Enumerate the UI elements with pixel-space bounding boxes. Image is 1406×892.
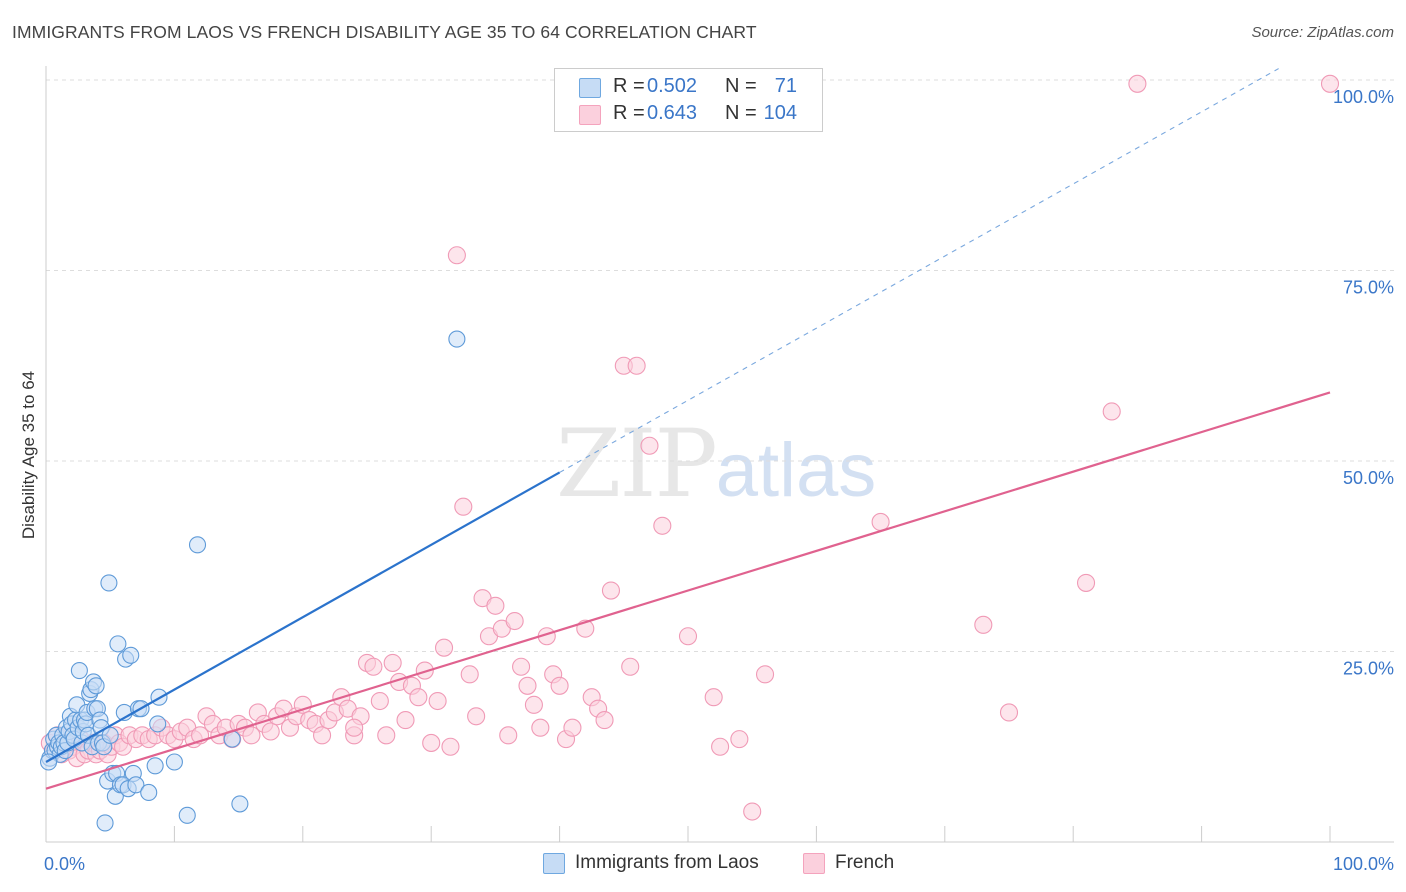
data-point-laos <box>87 677 105 695</box>
correlation-legend: R = 0.502 N = 71 R = 0.643 N = 104 <box>554 68 823 132</box>
data-point-french <box>550 676 569 695</box>
data-point-french <box>704 688 723 707</box>
data-point-french <box>1076 573 1096 592</box>
data-point-french <box>434 638 454 657</box>
data-point-french <box>313 726 332 745</box>
data-point-french <box>261 722 280 741</box>
legend-r-value: 0.502 <box>647 75 698 97</box>
data-point-french <box>743 802 762 821</box>
data-point-french <box>512 657 531 676</box>
source-label: Source: ZipAtlas.com <box>1251 24 1394 41</box>
watermark: ZIPatlas <box>556 410 876 519</box>
x-tick-label: 100.0% <box>1333 854 1394 874</box>
data-point-french <box>377 726 396 745</box>
data-point-french <box>755 665 775 684</box>
data-point-laos <box>178 806 196 824</box>
data-point-laos <box>448 330 466 348</box>
data-point-laos <box>231 795 249 813</box>
watermark-zip: ZIP <box>556 410 718 519</box>
trend-line-laos-extension <box>559 68 1279 473</box>
data-point-french <box>627 356 646 375</box>
data-point-french <box>524 695 543 714</box>
data-point-laos <box>146 757 164 775</box>
data-point-french <box>871 512 890 532</box>
data-point-french <box>441 737 460 756</box>
x-tick-label: 0.0% <box>44 854 85 874</box>
legend-r-label: R = <box>613 102 645 124</box>
y-axis-label: Disability Age 35 to 64 <box>19 371 38 539</box>
data-point-laos <box>109 635 127 653</box>
legend-r-label: R = <box>613 75 645 97</box>
data-point-french <box>409 688 428 707</box>
legend-label-french: French <box>835 852 895 873</box>
data-point-laos <box>188 536 207 554</box>
data-point-french <box>563 718 582 737</box>
y-tick-label: 25.0% <box>1343 659 1394 679</box>
data-point-french <box>467 707 486 726</box>
data-point-french <box>364 657 383 676</box>
legend-r-value: 0.643 <box>647 102 698 124</box>
y-tick-label: 50.0% <box>1343 468 1394 488</box>
data-point-french <box>428 691 447 711</box>
data-point-french <box>345 718 364 737</box>
data-point-french <box>730 730 749 749</box>
trend-line-laos <box>45 471 561 763</box>
data-point-french <box>640 436 659 455</box>
chart-title: IMMIGRANTS FROM LAOS VS FRENCH DISABILIT… <box>12 22 757 42</box>
data-point-laos <box>127 776 145 794</box>
data-point-french <box>518 676 537 695</box>
data-point-laos <box>140 783 158 802</box>
legend-n-label: N = <box>725 102 757 124</box>
data-point-laos <box>101 726 119 744</box>
data-point-french <box>415 661 434 680</box>
data-point-laos <box>70 661 88 680</box>
trend-line-french <box>45 391 1331 790</box>
data-point-french <box>999 703 1019 722</box>
data-point-french <box>396 711 415 730</box>
data-point-french <box>242 726 261 745</box>
data-point-french <box>621 657 640 676</box>
data-point-french <box>595 711 614 730</box>
legend-swatch-french <box>803 853 825 874</box>
legend-n-label: N = <box>725 75 757 97</box>
y-tick-label: 100.0% <box>1333 87 1394 107</box>
data-point-laos <box>122 646 140 664</box>
y-tick-label: 75.0% <box>1343 278 1394 298</box>
data-point-french <box>974 615 993 634</box>
legend-label-laos: Immigrants from Laos <box>575 852 759 873</box>
data-point-laos <box>100 574 118 592</box>
data-point-french <box>653 516 672 535</box>
data-point-laos <box>165 753 183 771</box>
legend-swatch-laos <box>579 78 601 98</box>
data-point-french <box>1320 74 1340 93</box>
data-point-french <box>678 627 698 646</box>
data-point-french <box>1128 74 1147 93</box>
data-point-laos <box>96 814 114 832</box>
data-point-laos <box>149 715 167 733</box>
data-point-french <box>499 726 518 745</box>
data-point-french <box>454 497 473 516</box>
data-point-french <box>460 665 479 684</box>
data-point-french <box>505 611 524 631</box>
legend-n-value: 71 <box>774 75 797 97</box>
data-point-french <box>486 596 505 615</box>
watermark-atlas: atlas <box>715 428 877 513</box>
data-point-french <box>711 737 730 756</box>
data-point-french <box>447 246 466 265</box>
data-point-french <box>370 691 389 711</box>
legend-swatch-laos <box>543 853 565 874</box>
data-point-french <box>1102 402 1121 421</box>
data-point-french <box>422 733 441 752</box>
legend-n-value: 104 <box>763 102 797 124</box>
data-point-french <box>601 581 621 600</box>
data-point-french <box>531 718 550 737</box>
data-point-french <box>383 653 402 672</box>
legend-swatch-french <box>579 105 601 125</box>
